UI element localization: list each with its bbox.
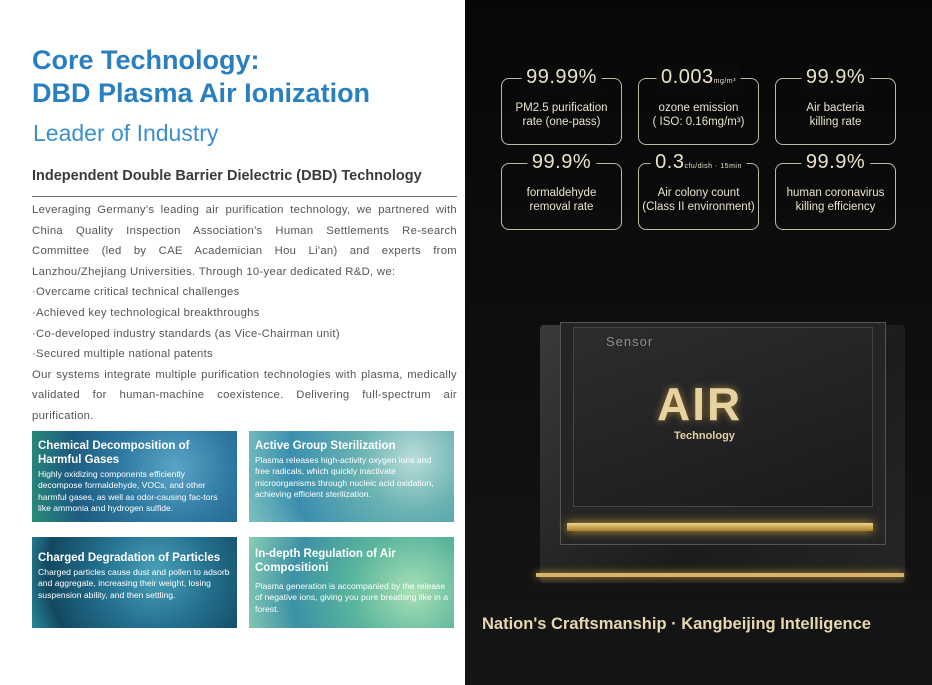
stat-box: 99.9% human coronavirus killing efficiency [775,150,896,230]
section-heading: Independent Double Barrier Dielectric (D… [32,168,422,184]
chip-die [573,327,873,507]
stat-label-line: ozone emission [658,102,739,114]
card-title: Active Group Sterilization [255,440,396,452]
paragraph: Leveraging Germany's leading air purific… [32,204,457,278]
card-text: Highly oxidizing components efficiently … [38,469,218,514]
card-title: Charged Degradation of Particles [38,552,221,564]
stat-box: 99.9% Air bacteria killing rate [775,65,896,145]
stat-value: 99.9% [526,150,597,179]
divider [32,196,457,197]
stat-number: 0.3 [655,151,685,173]
bullet: ·Overcame critical technical challenges [32,286,240,299]
paragraph: Our systems integrate multiple purificat… [32,368,457,422]
bullet: ·Achieved key technological breakthrough… [32,306,260,319]
stat-number: 99.9% [805,151,866,173]
card-text: Plasma releases high-activity oxygen ion… [255,455,434,500]
chip-gold-line [536,573,904,577]
feature-card: Chemical Decomposition of Harmful Gases H… [32,431,237,522]
stat-label-line: formaldehyde [526,187,597,199]
stat-label: Air colony count (Class II environment) [639,186,758,214]
bullet: ·Secured multiple national patents [32,348,214,361]
stat-label-line: ( ISO: 0.16mg/m³) [652,116,745,128]
stat-label-line: removal rate [529,201,594,213]
chip-technology-label: Technology [674,430,735,442]
stat-number: 99.9% [805,66,866,88]
title-line-2: DBD Plasma Air Ionization [32,78,371,108]
stat-box: 99.9% formaldehyde removal rate [501,150,622,230]
stat-label-line: Air bacteria [806,102,865,114]
stat-number: 99.99% [526,66,597,88]
stat-value: 99.9% [800,65,871,94]
stat-box: 99.99% PM2.5 purification rate (one-pass) [501,65,622,145]
stat-label: formaldehyde removal rate [502,186,621,214]
slogan: Nation's Craftsmanship · Kangbeijing Int… [482,615,871,633]
stat-value: 99.99% [521,65,602,94]
title-line-1: Core Technology: [32,45,260,75]
section-body: Leveraging Germany's leading air purific… [32,200,457,427]
stat-label: Air bacteria killing rate [776,101,895,129]
chip-gold-strip [567,523,873,531]
card-text: Plasma generation is accompanied by the … [255,581,449,614]
page-title: Core Technology: DBD Plasma Air Ionizati… [32,44,370,110]
stat-label-line: rate (one-pass) [522,116,601,128]
stat-number: 0.003 [661,66,714,88]
stat-label-line: killing rate [809,116,862,128]
stat-label-line: (Class II environment) [642,201,755,213]
stat-value: 0.3cfu/dish · 15min [650,150,747,179]
stat-label: ozone emission ( ISO: 0.16mg/m³) [639,101,758,129]
stat-label-line: human coronavirus [786,187,885,199]
stat-label: human coronavirus killing efficiency [776,186,895,214]
bullet: ·Co-developed industry standards (as Vic… [32,327,340,340]
page-subtitle: Leader of Industry [33,120,219,146]
left-panel: Core Technology: DBD Plasma Air Ionizati… [0,0,465,685]
feature-card: Active Group Sterilization Plasma release… [249,431,454,522]
feature-card: Charged Degradation of Particles Charged … [32,537,237,628]
stat-box: 0.003mg/m³ ozone emission ( ISO: 0.16mg/m³… [638,65,759,145]
chip-sensor-label: Sensor [606,334,654,349]
card-text: Charged particles cause dust and pollen … [38,567,230,600]
stat-value: 0.003mg/m³ [656,65,741,94]
stat-label-line: PM2.5 purification [515,102,608,114]
stat-label-line: Air colony count [657,187,740,199]
stat-box: 0.3cfu/dish · 15min Air colony count (Clas… [638,150,759,230]
card-title: In-depth Regulation of Air Compositioni [255,548,396,574]
stat-label: PM2.5 purification rate (one-pass) [502,101,621,129]
stat-unit: mg/m³ [713,78,736,85]
stat-number: 99.9% [531,151,592,173]
feature-card: In-depth Regulation of Air Compositioni P… [249,537,454,628]
chip-air-label: AIR [657,378,743,430]
card-title: Chemical Decomposition of Harmful Gases [38,440,190,466]
stat-unit: cfu/dish · 15min [684,163,742,170]
stat-value: 99.9% [800,150,871,179]
stat-label-line: killing efficiency [795,201,876,213]
